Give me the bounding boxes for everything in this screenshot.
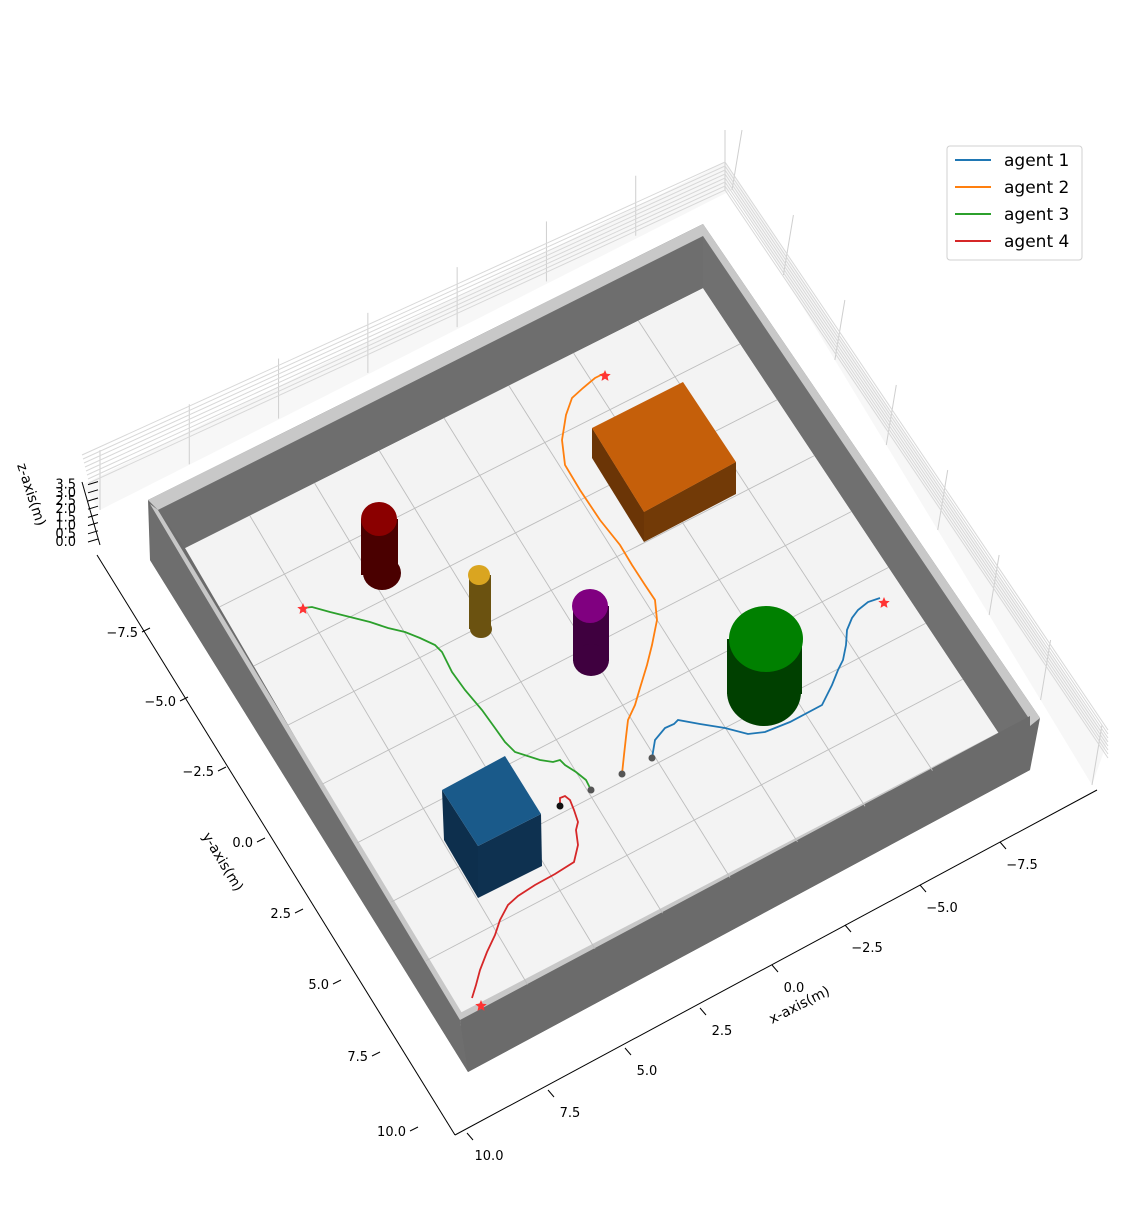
legend-label-3: agent 3 [1004,205,1069,225]
red-cylinder-obstacle [361,502,401,590]
pane-gridlines [81,129,1109,786]
goal-marker-1 [878,597,890,608]
y-tick-label: 5.0 [308,978,329,993]
legend-label-1: agent 1 [1004,151,1069,171]
z-tick-label: 1.0 [55,519,76,534]
goal-marker-2 [599,370,611,381]
goal-marker-3 [297,603,309,614]
gold-cylinder-obstacle [468,565,492,638]
x-tick-label: −7.5 [1006,858,1038,873]
goal-marker-4 [475,1000,487,1011]
start-marker-3 [587,786,595,794]
axis-ticks: −7.5 −5.0 −2.5 0.0 2.5 5.0 7.5 10.0 −7.5 −5.0 −2.5… [55,478,1037,1164]
x-tick-label: −2.5 [851,941,883,956]
start-marker-2 [618,770,626,778]
blue-box-obstacle [442,756,542,898]
z-tick-label: 2.5 [55,494,76,509]
x-tick-label: 5.0 [637,1064,658,1079]
start-marker-1 [648,754,656,762]
z-tick-label: 0.0 [55,535,76,550]
x-tick-label: 7.5 [560,1106,581,1121]
x-tick-label: 0.0 [784,981,805,996]
trajectory-1 [651,597,881,759]
purple-cylinder-obstacle [572,589,609,676]
axis-lines [81,481,1098,1136]
y-tick-label: 2.5 [270,907,291,922]
z-tick-label: 1.5 [55,510,76,525]
y-tick-label: 7.5 [347,1050,368,1065]
trajectory-2 [561,372,658,775]
legend-box [946,145,1083,261]
z-tick-label: 2.0 [55,502,76,517]
x-tick-label: 2.5 [712,1024,733,1039]
orange-box-obstacle [592,382,736,542]
z-tick-label: 0.5 [55,527,76,542]
x-tick-label: −5.0 [926,901,958,916]
x-tick-label: 10.0 [475,1149,504,1164]
z-axis-label: z-axis(m) [13,461,48,528]
y-tick-label: 10.0 [377,1125,406,1140]
z-tick-label: 3.0 [55,486,76,501]
y-tick-label: −7.5 [106,626,138,641]
legend: agent 1 agent 2 agent 3 agent 4 [946,145,1083,261]
y-tick-label: −5.0 [144,695,176,710]
y-tick-label: −2.5 [182,765,214,780]
legend-label-2: agent 2 [1004,178,1069,198]
z-tick-label: 3.5 [55,478,76,493]
trajectory-4 [471,794,579,999]
legend-label-4: agent 4 [1004,232,1069,252]
trajectories [297,370,890,1011]
green-cylinder-obstacle [727,606,803,726]
trajectory-3 [302,606,592,791]
obstacles [361,382,803,898]
start-marker-4 [556,802,564,810]
y-tick-label: 0.0 [232,836,253,851]
